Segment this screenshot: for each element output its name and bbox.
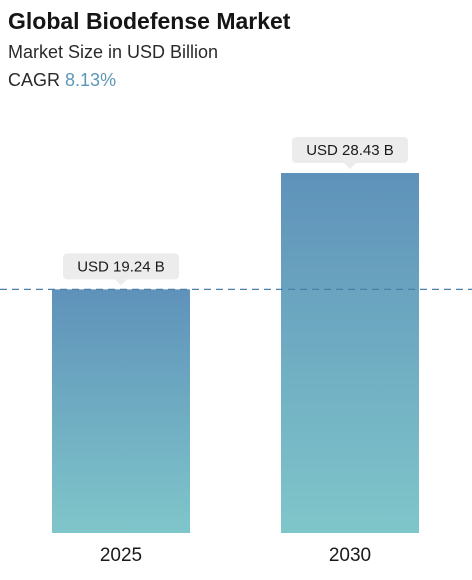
bar-2030 bbox=[281, 173, 419, 533]
data-label-2025: USD 19.24 B bbox=[63, 253, 179, 286]
cagr-line: CAGR 8.13% bbox=[8, 66, 464, 94]
data-label-bubble bbox=[63, 253, 179, 280]
data-label-2030: USD 28.43 B bbox=[292, 137, 408, 169]
x-tick-label-2025: 2025 bbox=[100, 545, 142, 566]
bar-2025 bbox=[52, 289, 190, 533]
cagr-label: CAGR bbox=[8, 70, 61, 90]
chart-header: Global Biodefense Market Market Size in … bbox=[8, 4, 464, 94]
chart-subtitle: Market Size in USD Billion bbox=[8, 42, 219, 62]
x-tick-label-2030: 2030 bbox=[329, 545, 371, 566]
chart-title: Global Biodefense Market bbox=[8, 8, 291, 34]
cagr-value: 8.13% bbox=[65, 70, 117, 90]
data-label-bubble bbox=[292, 137, 408, 163]
data-label-pointer bbox=[344, 163, 356, 169]
data-label-text: USD 28.43 B bbox=[306, 142, 394, 159]
data-label-pointer bbox=[115, 279, 127, 286]
data-label-text: USD 19.24 B bbox=[77, 258, 165, 275]
